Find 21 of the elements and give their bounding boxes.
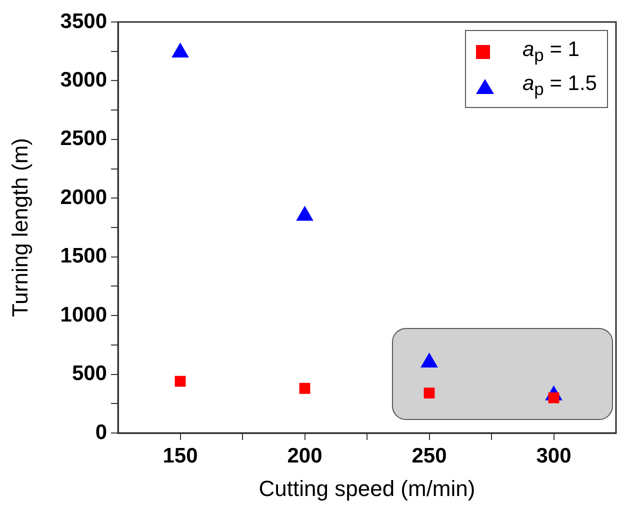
x-axis-title: Cutting speed (m/min) bbox=[258, 476, 476, 501]
y-tick-label: 3500 bbox=[60, 10, 107, 33]
y-tick-label: 500 bbox=[72, 362, 107, 386]
y-tick-label: 3000 bbox=[60, 68, 107, 92]
point bbox=[296, 206, 314, 221]
legend-label: a$_{p}$ = 1.5 bbox=[522, 72, 597, 100]
point bbox=[172, 43, 189, 58]
point bbox=[299, 382, 310, 394]
x-tick-label: 300 bbox=[536, 444, 572, 468]
legend-label: a$_{p}$ = 1 bbox=[522, 38, 580, 66]
point bbox=[174, 376, 186, 387]
y-tick-label: 2500 bbox=[60, 127, 107, 150]
y-tick-label: 1000 bbox=[60, 303, 107, 326]
x-tick-label: 150 bbox=[162, 444, 198, 468]
x-tick-label: 200 bbox=[287, 444, 322, 468]
x-tick-label: 250 bbox=[412, 444, 447, 468]
y-axis-title: Turning length (m) bbox=[7, 138, 32, 317]
point bbox=[424, 388, 435, 399]
y-tick-label: 2000 bbox=[60, 186, 107, 209]
y-tick-label: 1500 bbox=[60, 244, 107, 268]
y-tick-label: 0 bbox=[95, 420, 107, 444]
